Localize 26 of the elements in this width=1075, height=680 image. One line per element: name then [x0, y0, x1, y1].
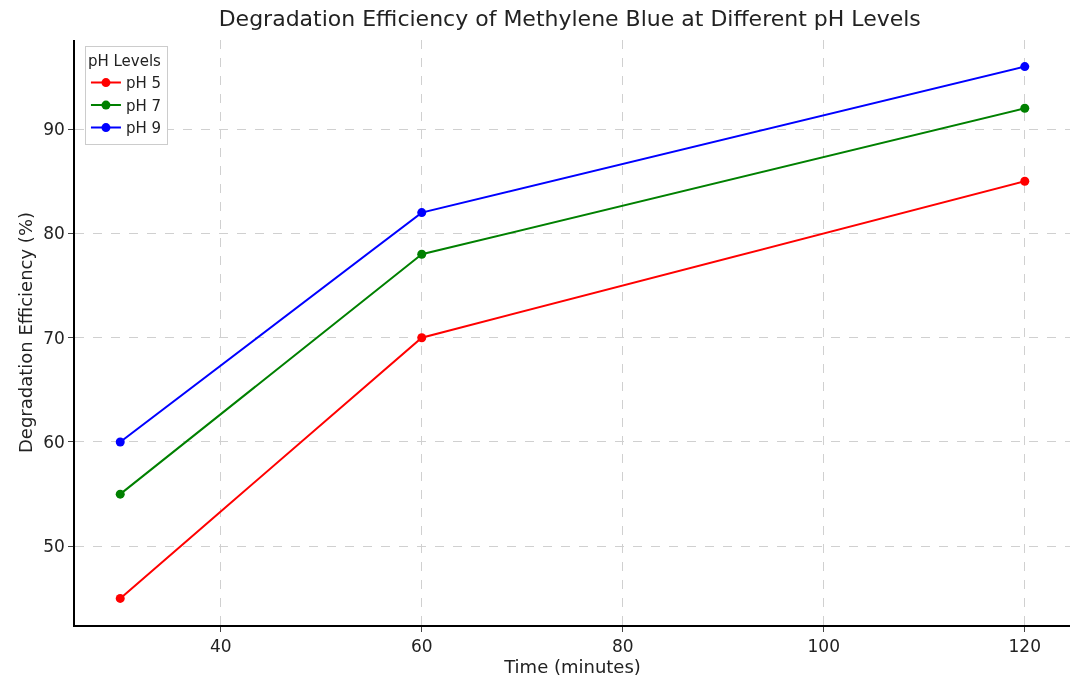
legend-label: pH 7: [125, 96, 162, 115]
point: [417, 208, 427, 218]
y-tick-label: 90: [43, 119, 65, 140]
point: [115, 593, 125, 603]
legend-label: pH 9: [125, 119, 162, 138]
y-tick-label: 50: [43, 536, 65, 557]
point: [417, 333, 427, 343]
point: [1020, 62, 1030, 72]
x-axis-title: Time (minutes): [503, 656, 641, 678]
x-tick-label: 80: [611, 636, 634, 657]
point: [115, 437, 125, 447]
legend-label: pH 5: [125, 74, 162, 93]
legend-title: pH Levels: [87, 52, 162, 71]
y-tick-label: 60: [43, 431, 65, 452]
chart-title: Degradation Efficiency of Methylene Blue at Different pH Levels: [218, 5, 921, 31]
point: [1020, 176, 1030, 186]
x-tick-label: 60: [410, 636, 433, 657]
y-axis-title: Degradation Efficiency (%): [14, 211, 36, 454]
y-tick-label: 80: [43, 223, 65, 244]
y-tick-label: 70: [43, 327, 65, 348]
point: [115, 489, 125, 499]
point: [417, 249, 427, 259]
x-tick-label: 100: [807, 636, 840, 657]
x-tick-label: 120: [1008, 636, 1041, 657]
x-tick-label: 40: [209, 636, 232, 657]
point: [1020, 103, 1030, 113]
